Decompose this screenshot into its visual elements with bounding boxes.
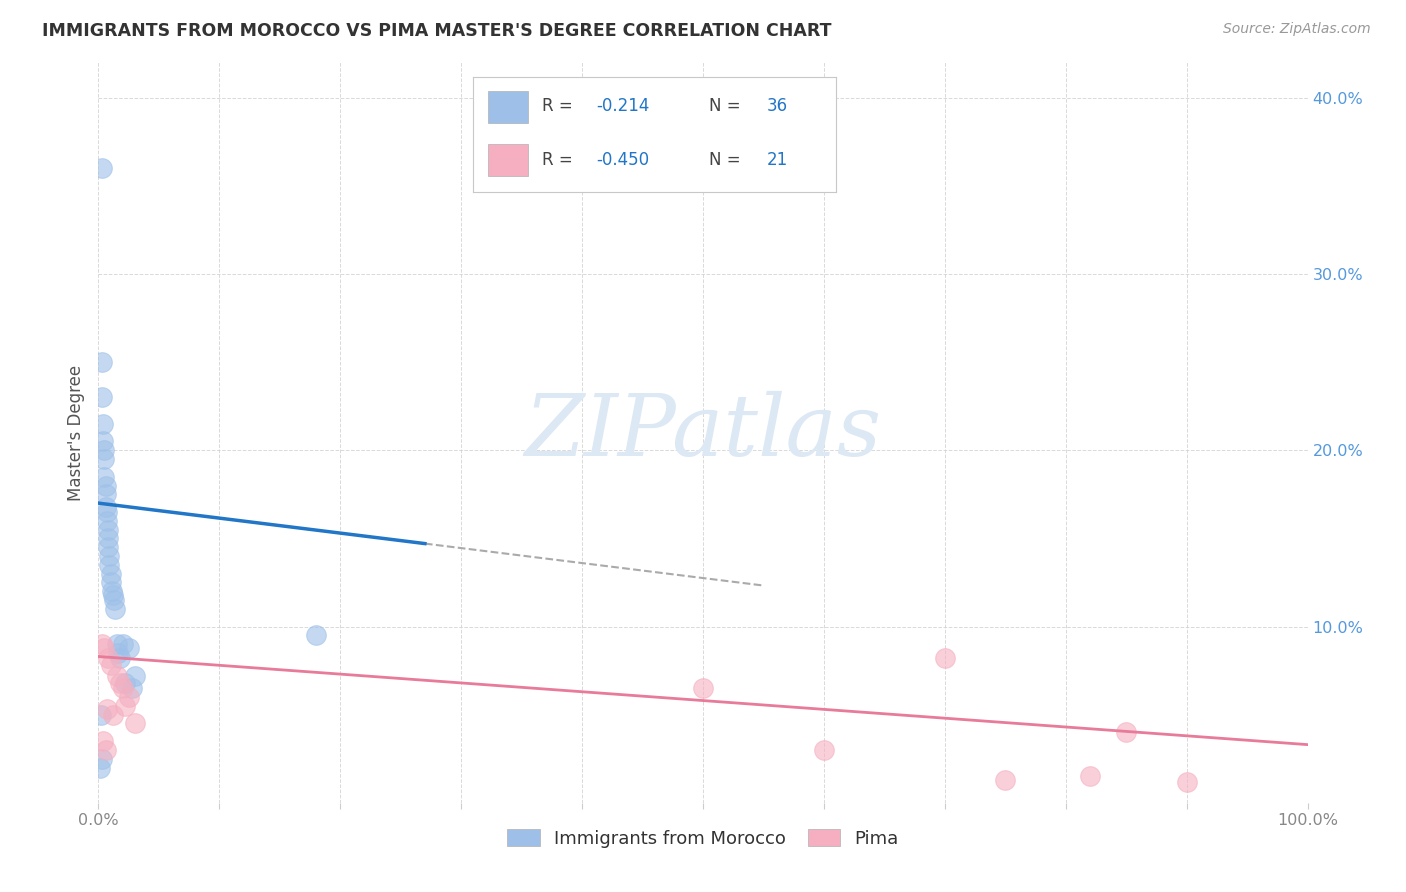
Point <box>97 532 120 546</box>
Point <box>114 698 136 713</box>
Point <box>107 646 129 660</box>
Point <box>994 772 1017 787</box>
Point <box>97 523 120 537</box>
Point <box>118 690 141 704</box>
Point <box>94 500 117 514</box>
Y-axis label: Master's Degree: Master's Degree <box>67 365 86 500</box>
Point <box>105 669 128 683</box>
Point <box>94 487 117 501</box>
Point <box>101 588 124 602</box>
Point <box>94 743 117 757</box>
Point <box>98 558 121 572</box>
Point <box>100 584 122 599</box>
Point <box>105 637 128 651</box>
Point <box>91 734 114 748</box>
Point <box>100 575 122 590</box>
Point <box>93 443 115 458</box>
Point <box>98 549 121 563</box>
Point <box>103 593 125 607</box>
Point <box>100 566 122 581</box>
Point <box>91 417 114 431</box>
Point <box>111 681 134 696</box>
Point <box>124 669 146 683</box>
Text: Source: ZipAtlas.com: Source: ZipAtlas.com <box>1223 22 1371 37</box>
Point <box>124 716 146 731</box>
Point <box>93 640 115 655</box>
Point <box>91 752 114 766</box>
Point <box>111 637 134 651</box>
Point <box>96 702 118 716</box>
Point <box>93 469 115 483</box>
Point <box>94 478 117 492</box>
Point <box>100 658 122 673</box>
Legend: Immigrants from Morocco, Pima: Immigrants from Morocco, Pima <box>498 820 908 856</box>
Point <box>91 161 114 176</box>
Text: ZIPatlas: ZIPatlas <box>524 392 882 474</box>
Point <box>96 505 118 519</box>
Point <box>934 651 956 665</box>
Point <box>91 434 114 449</box>
Point <box>108 676 131 690</box>
Point <box>121 681 143 696</box>
Point <box>89 760 111 774</box>
Point <box>91 355 114 369</box>
Point <box>104 602 127 616</box>
Point <box>692 681 714 696</box>
Point <box>97 540 120 554</box>
Point <box>96 514 118 528</box>
Point <box>93 452 115 467</box>
Point <box>118 640 141 655</box>
Point <box>108 651 131 665</box>
Point <box>114 676 136 690</box>
Point <box>97 651 120 665</box>
Text: IMMIGRANTS FROM MOROCCO VS PIMA MASTER'S DEGREE CORRELATION CHART: IMMIGRANTS FROM MOROCCO VS PIMA MASTER'S… <box>42 22 832 40</box>
Point <box>101 707 124 722</box>
Point <box>1115 725 1137 739</box>
Point <box>1078 769 1101 783</box>
Point <box>1175 774 1198 789</box>
Point <box>90 707 112 722</box>
Point <box>91 390 114 404</box>
Point <box>813 743 835 757</box>
Point <box>305 628 328 642</box>
Point <box>91 637 114 651</box>
